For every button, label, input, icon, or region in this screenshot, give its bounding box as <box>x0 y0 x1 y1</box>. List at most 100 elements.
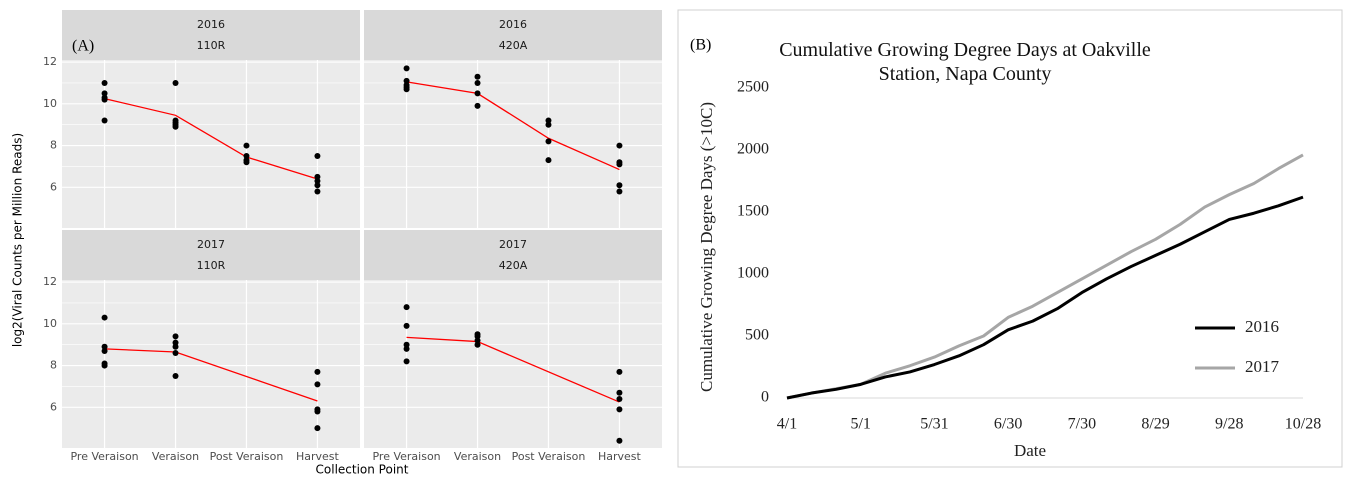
point <box>474 333 481 340</box>
point <box>243 159 250 166</box>
y-tick-label: 6 <box>50 400 57 413</box>
point <box>101 362 108 369</box>
y-tick-label: 12 <box>43 55 57 68</box>
point <box>101 343 108 350</box>
series-line <box>786 195 1304 400</box>
point <box>101 79 108 86</box>
point <box>314 425 321 432</box>
point <box>545 157 552 164</box>
point <box>101 347 108 354</box>
chart-title: Cumulative Growing Degree Days at Oakvil… <box>779 39 1151 85</box>
mean-line <box>104 97 318 180</box>
point <box>172 339 179 346</box>
strip-cultivar: 420A <box>499 259 528 272</box>
point <box>403 341 410 348</box>
x-tick-label: 10/28 <box>1285 416 1321 433</box>
strip-cultivar: 110R <box>197 39 226 52</box>
point <box>403 86 410 93</box>
x-tick-label: Post Veraison <box>512 450 586 463</box>
point <box>314 368 321 375</box>
point <box>403 304 410 311</box>
y-axis-title: Cumulative Growing Degree Days (>10C) <box>697 102 716 392</box>
point <box>616 437 623 444</box>
x-axis-title: Collection Point <box>316 463 409 477</box>
point <box>545 121 552 128</box>
point <box>403 358 410 365</box>
point <box>403 345 410 352</box>
point <box>474 341 481 348</box>
point <box>243 142 250 149</box>
y-tick-label: 12 <box>43 275 57 288</box>
point <box>616 188 623 195</box>
point <box>616 161 623 168</box>
y-tick-label: 8 <box>50 359 57 372</box>
x-tick-label: 5/1 <box>850 416 870 433</box>
panel-label: (B) <box>690 37 711 54</box>
point <box>545 117 552 124</box>
y-tick-label: 1500 <box>737 203 769 220</box>
point <box>403 65 410 72</box>
point <box>616 406 623 413</box>
y-tick-label: 10 <box>43 317 57 330</box>
y-tick-label: 1000 <box>737 265 769 282</box>
panel-bg <box>62 60 360 228</box>
point <box>616 395 623 402</box>
strip <box>364 10 662 60</box>
y-tick-label: 8 <box>50 139 57 152</box>
point <box>314 153 321 159</box>
panel-label: (A) <box>72 38 94 55</box>
strip <box>364 230 662 280</box>
x-tick-label: Veraison <box>454 450 501 463</box>
point <box>616 142 623 149</box>
point <box>474 90 481 97</box>
point <box>314 188 321 195</box>
y-tick-label: 500 <box>745 327 769 344</box>
point <box>403 77 410 84</box>
point <box>474 102 481 109</box>
strip-year: 2016 <box>197 18 225 31</box>
point <box>314 178 321 185</box>
point <box>172 350 179 357</box>
panel-b-frame <box>677 9 1343 468</box>
point <box>101 90 108 97</box>
x-tick-label: 7/30 <box>1068 416 1096 433</box>
point <box>314 408 321 415</box>
point <box>616 368 623 375</box>
point <box>474 79 481 86</box>
point <box>314 173 321 180</box>
point <box>314 381 321 388</box>
point <box>172 333 179 340</box>
strip-year: 2016 <box>499 18 527 31</box>
mean-line <box>406 81 620 171</box>
panel-bg <box>364 280 662 448</box>
strip <box>62 230 360 280</box>
strip <box>62 10 360 60</box>
y-tick-label: 2000 <box>737 141 769 158</box>
point <box>474 73 481 80</box>
x-tick-label: 9/28 <box>1215 416 1243 433</box>
x-axis-title: Date <box>1014 441 1046 460</box>
point <box>616 182 623 189</box>
y-tick-label: 0 <box>761 389 769 406</box>
strip-cultivar: 110R <box>197 259 226 272</box>
y-tick-label: 2500 <box>737 79 769 96</box>
point <box>172 123 179 130</box>
legend-label: 2016 <box>1245 317 1279 336</box>
point <box>172 79 179 86</box>
strip-year: 2017 <box>197 238 225 251</box>
point <box>101 96 108 103</box>
point <box>243 153 250 159</box>
point <box>172 373 179 379</box>
x-tick-label: 6/30 <box>994 416 1022 433</box>
x-tick-label: 8/29 <box>1141 416 1169 433</box>
point <box>474 337 481 344</box>
panel-bg <box>364 60 662 228</box>
point <box>314 182 321 189</box>
legend-label: 2017 <box>1245 357 1280 376</box>
x-tick-label: 5/31 <box>920 416 948 433</box>
x-tick-label: Harvest <box>296 450 340 463</box>
point <box>403 322 410 329</box>
y-tick-label: 10 <box>43 97 57 110</box>
